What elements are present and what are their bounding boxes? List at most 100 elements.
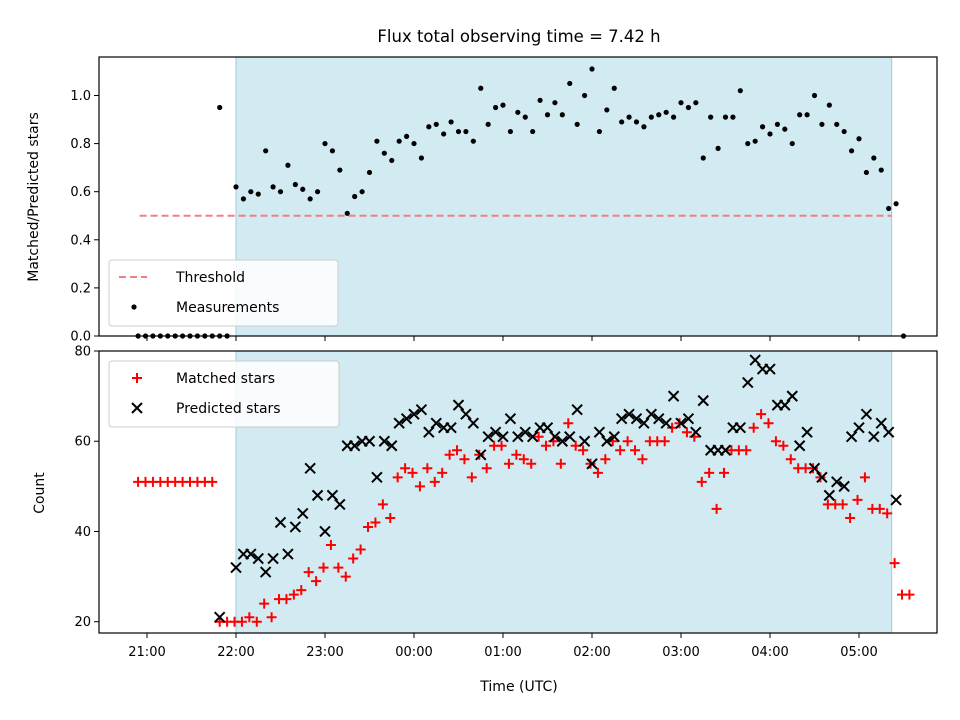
measurement-point (322, 140, 328, 147)
measurement-point (730, 114, 736, 120)
matched-star-point (207, 476, 218, 487)
predicted-star-point (267, 552, 279, 565)
predicted-star-point (816, 471, 828, 484)
measurement-point (515, 109, 521, 115)
y-tick-label: 0.2 (70, 281, 91, 296)
legend-label: Measurements (176, 300, 279, 316)
measurement-point (715, 145, 721, 151)
legend-box (108, 360, 340, 428)
predicted-star-point (274, 516, 287, 529)
y-tick-label: 40 (74, 525, 91, 540)
measurement-point (878, 167, 884, 173)
measurement-point (352, 193, 358, 200)
matched-star-point (674, 418, 685, 429)
measurement-point (455, 128, 462, 135)
legend-box (108, 259, 339, 327)
predicted-star-point (304, 462, 316, 475)
matched-star-point (637, 454, 648, 465)
matched-star-point (845, 512, 856, 523)
measurement-point (418, 155, 425, 161)
predicted-star-point (319, 525, 331, 538)
matched-star-point (518, 454, 529, 465)
matched-star-point (889, 558, 900, 569)
predicted-star-point (504, 412, 517, 425)
predicted-star-point (578, 435, 591, 447)
predicted-star-point (697, 394, 709, 407)
matched-star-point (370, 517, 381, 528)
measurement-point (767, 131, 773, 137)
matched-star-point (704, 467, 715, 478)
matched-star-point (444, 449, 455, 460)
predicted-star-point (742, 376, 754, 389)
matched-star-point (348, 553, 359, 564)
predicted-star-point (213, 611, 226, 623)
chart-title: Flux total observing time = 7.42 h (377, 27, 660, 46)
matched-star-point (578, 445, 589, 456)
predicted-star-point (497, 431, 509, 443)
measurement-point (678, 100, 684, 106)
predicted-star-point (245, 548, 257, 560)
predicted-star-point (400, 412, 413, 425)
x-axis-label: Time (UTC) (479, 679, 557, 695)
matched-star-point (808, 463, 819, 474)
matched-star-point (392, 472, 403, 483)
x-tick-label: 04:00 (751, 645, 788, 660)
measurement-point (759, 124, 766, 130)
matched-star-point (785, 454, 796, 465)
measurement-point (233, 184, 239, 190)
predicted-star-point (882, 426, 895, 438)
measurement-point (441, 131, 447, 137)
measurement-point (886, 205, 892, 212)
measurement-point (537, 97, 543, 103)
axes-frame (98, 350, 938, 634)
measurement-point (403, 133, 410, 139)
predicted-star-point (549, 431, 561, 443)
predicted-star-point (282, 548, 294, 560)
predicted-star-point (259, 566, 272, 578)
matched-star-point (533, 431, 544, 442)
x-tick-label: 22:00 (217, 645, 254, 660)
predicted-star-point (645, 408, 658, 420)
predicted-star-point (378, 435, 391, 447)
series-matched-stars (133, 409, 915, 627)
measurement-point (344, 210, 350, 216)
measurement-point (848, 148, 855, 154)
predicted-star-point (467, 417, 480, 429)
predicted-star-point (601, 435, 613, 447)
predicted-star-point (719, 444, 732, 456)
matched-star-point (719, 467, 730, 478)
measurement-point (685, 104, 692, 111)
measurement-point (604, 107, 610, 113)
y-tick-label: 1.0 (70, 89, 91, 104)
matched-star-point (570, 440, 581, 451)
matched-star-point (763, 418, 774, 429)
matched-star-point (244, 612, 255, 623)
top-panel-ratio-plot: 0.0 0.2 0.4 0.6 0.8 1.0 Threshold Measurements (70, 56, 938, 345)
predicted-star-point (311, 489, 324, 502)
measurement-point (485, 121, 491, 127)
predicted-star-point (653, 412, 665, 425)
measurement-point (337, 167, 343, 173)
matched-star-point (281, 594, 292, 605)
matched-star-point (741, 445, 752, 456)
measurement-point (819, 121, 825, 127)
matched-star-point (600, 454, 611, 465)
measurement-point (574, 121, 580, 127)
top-y-axis-label: Matched/Predicted stars (26, 112, 42, 282)
measurement-point (797, 112, 803, 118)
x-tick-label: 05:00 (840, 645, 877, 660)
measurement-point (626, 114, 632, 120)
predicted-star-point (593, 426, 606, 438)
predicted-star-point (690, 426, 702, 438)
matched-star-point (340, 571, 351, 582)
measurement-point (589, 66, 595, 72)
y-tick-label: 0.0 (70, 330, 91, 345)
measurement-point (700, 155, 706, 161)
measurement-point (530, 128, 536, 135)
predicted-star-point (734, 421, 747, 434)
measurement-point (389, 157, 395, 164)
measurement-point (804, 112, 810, 118)
matched-star-point (859, 472, 870, 483)
matched-star-point (459, 454, 470, 465)
matched-star-point (882, 508, 893, 519)
